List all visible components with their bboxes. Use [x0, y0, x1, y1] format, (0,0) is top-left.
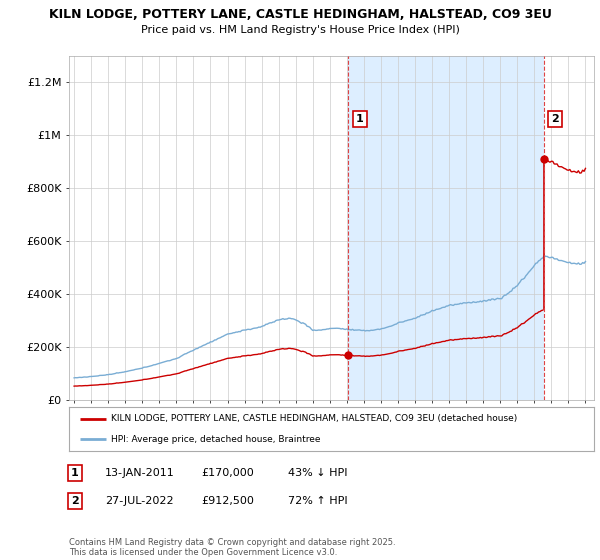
Text: KILN LODGE, POTTERY LANE, CASTLE HEDINGHAM, HALSTEAD, CO9 3EU: KILN LODGE, POTTERY LANE, CASTLE HEDINGH…	[49, 8, 551, 21]
Text: £912,500: £912,500	[201, 496, 254, 506]
Text: 13-JAN-2011: 13-JAN-2011	[105, 468, 175, 478]
Text: Price paid vs. HM Land Registry's House Price Index (HPI): Price paid vs. HM Land Registry's House …	[140, 25, 460, 35]
Text: 72% ↑ HPI: 72% ↑ HPI	[288, 496, 347, 506]
Text: £170,000: £170,000	[201, 468, 254, 478]
Text: HPI: Average price, detached house, Braintree: HPI: Average price, detached house, Brai…	[111, 435, 320, 444]
Text: 27-JUL-2022: 27-JUL-2022	[105, 496, 173, 506]
Text: Contains HM Land Registry data © Crown copyright and database right 2025.
This d: Contains HM Land Registry data © Crown c…	[69, 538, 395, 557]
Text: 2: 2	[71, 496, 79, 506]
Text: 2: 2	[551, 114, 559, 124]
Text: 43% ↓ HPI: 43% ↓ HPI	[288, 468, 347, 478]
Text: 1: 1	[71, 468, 79, 478]
Text: KILN LODGE, POTTERY LANE, CASTLE HEDINGHAM, HALSTEAD, CO9 3EU (detached house): KILN LODGE, POTTERY LANE, CASTLE HEDINGH…	[111, 414, 517, 423]
Text: 1: 1	[356, 114, 364, 124]
Bar	[347, 56, 544, 400]
